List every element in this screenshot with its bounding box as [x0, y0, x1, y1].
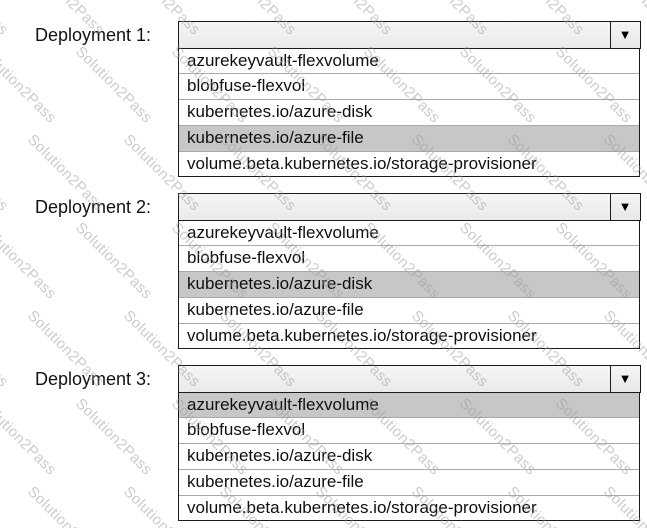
watermark-text: Solution2Pass [0, 483, 12, 528]
deployment-2-options-list: azurekeyvault-flexvolume blobfuse-flexvo… [178, 219, 640, 350]
option-azurekeyvault-flexvolume[interactable]: azurekeyvault-flexvolume [179, 392, 639, 418]
deployment-1-dropdown-arrow-button[interactable]: ▼ [609, 20, 641, 49]
option-volume-beta-storage-provisioner[interactable]: volume.beta.kubernetes.io/storage-provis… [179, 494, 639, 521]
deployment-3-options-list: azurekeyvault-flexvolume blobfuse-flexvo… [178, 391, 640, 522]
deployment-2-dropdown-arrow-button[interactable]: ▼ [609, 192, 641, 221]
deployment-1-options-list: azurekeyvault-flexvolume blobfuse-flexvo… [178, 47, 640, 178]
option-azurekeyvault-flexvolume[interactable]: azurekeyvault-flexvolume [187, 222, 379, 242]
option-blobfuse-flexvol[interactable]: blobfuse-flexvol [179, 417, 639, 443]
watermark-text: Solution2Pass [71, 395, 156, 479]
deployment-3-dropdown-arrow-button[interactable]: ▼ [609, 364, 641, 393]
watermark-text: Solution2Pass [0, 0, 11, 39]
watermark-text: Solution2Pass [0, 219, 60, 303]
option-kubernetes-io-azure-file[interactable]: kubernetes.io/azure-file [179, 296, 639, 323]
option-volume-beta-storage-provisioner[interactable]: volume.beta.kubernetes.io/storage-provis… [179, 150, 639, 177]
watermark-text: Solution2Pass [0, 131, 12, 215]
watermark-text: Solution2Pass [71, 43, 156, 127]
watermark-text: Solution2Pass [71, 219, 156, 303]
caret-down-icon: ▼ [618, 371, 632, 386]
option-volume-beta-storage-provisioner[interactable]: volume.beta.kubernetes.io/storage-provis… [179, 322, 639, 349]
watermark-text: Solution2Pass [0, 307, 12, 391]
option-blobfuse-flexvol[interactable]: blobfuse-flexvol [179, 245, 639, 271]
watermark-text: Solution2Pass [0, 43, 60, 127]
option-kubernetes-io-azure-disk[interactable]: kubernetes.io/azure-disk [179, 443, 639, 469]
deployment-3-select[interactable]: ▼ [178, 364, 641, 393]
option-kubernetes-io-azure-file[interactable]: kubernetes.io/azure-file [179, 124, 639, 151]
deployment-2-label: Deployment 2: [35, 197, 152, 217]
option-kubernetes-io-azure-file[interactable]: kubernetes.io/azure-file [179, 468, 639, 495]
deployment-1-label: Deployment 1: [35, 25, 152, 45]
caret-down-icon: ▼ [618, 199, 632, 214]
deployment-2-select[interactable]: ▼ [178, 192, 641, 221]
deployment-3-label: Deployment 3: [35, 369, 152, 389]
watermark-text: Solution2Pass [23, 483, 108, 528]
option-azurekeyvault-flexvolume[interactable]: azurekeyvault-flexvolume [187, 50, 379, 70]
option-blobfuse-flexvol[interactable]: blobfuse-flexvol [179, 73, 639, 99]
deployment-1-select[interactable]: ▼ [178, 20, 641, 49]
option-kubernetes-io-azure-disk[interactable]: kubernetes.io/azure-disk [179, 271, 639, 297]
option-kubernetes-io-azure-disk[interactable]: kubernetes.io/azure-disk [179, 99, 639, 125]
caret-down-icon: ▼ [618, 27, 632, 42]
watermark-text: Solution2Pass [0, 395, 60, 479]
